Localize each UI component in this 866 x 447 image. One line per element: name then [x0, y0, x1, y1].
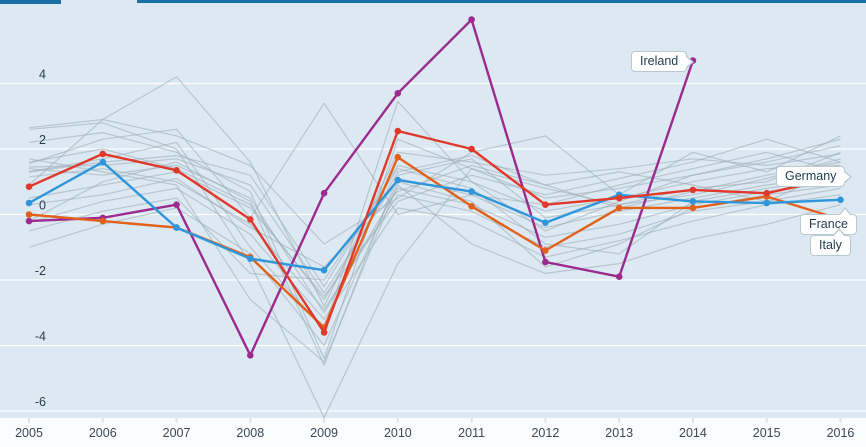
- data-point[interactable]: [689, 198, 697, 205]
- data-point[interactable]: [689, 204, 697, 212]
- data-point[interactable]: [25, 183, 33, 190]
- data-point[interactable]: [763, 199, 770, 207]
- data-point[interactable]: [542, 258, 549, 266]
- background-country-line: [28, 76, 841, 307]
- y-tick-label: -4: [35, 330, 46, 344]
- x-tick-label: 2010: [384, 426, 412, 440]
- x-axis-strip: [0, 418, 866, 447]
- data-point[interactable]: [25, 217, 33, 225]
- series-line: [28, 155, 841, 329]
- data-point[interactable]: [25, 199, 33, 207]
- y-tick-label: 4: [39, 68, 46, 82]
- data-point[interactable]: [468, 203, 475, 210]
- data-point[interactable]: [99, 217, 107, 225]
- x-tick-label: 2014: [679, 426, 707, 440]
- data-point[interactable]: [468, 145, 475, 153]
- top-bar-segment-left: [0, 0, 61, 4]
- background-country-line: [28, 118, 841, 245]
- background-country-line: [28, 138, 841, 297]
- data-point[interactable]: [320, 189, 328, 197]
- data-point[interactable]: [173, 224, 180, 231]
- x-tick-label: 2008: [236, 426, 264, 440]
- background-country-line: [28, 168, 841, 311]
- series-line: [28, 18, 695, 357]
- data-point[interactable]: [615, 204, 623, 212]
- series-germany[interactable]: [25, 127, 844, 336]
- background-country-line: [28, 181, 841, 347]
- data-point[interactable]: [468, 16, 475, 23]
- data-point[interactable]: [394, 90, 402, 97]
- x-tick-label: 2007: [163, 426, 191, 440]
- data-point[interactable]: [837, 196, 844, 204]
- series-italy[interactable]: [25, 153, 844, 331]
- background-country-line: [28, 132, 841, 360]
- annotation-label-france[interactable]: France: [800, 207, 857, 235]
- series-line: [28, 160, 841, 272]
- x-tick-label: 2011: [458, 426, 485, 440]
- x-tick-label: 2006: [89, 426, 117, 440]
- y-tick-label: -2: [35, 264, 46, 278]
- data-point[interactable]: [247, 352, 254, 359]
- data-point[interactable]: [763, 189, 770, 197]
- data-point[interactable]: [320, 329, 328, 336]
- top-bar-segment-right: [137, 0, 866, 3]
- background-country-line: [28, 158, 841, 363]
- annotation-label-germany[interactable]: Germany: [776, 166, 853, 187]
- x-tick-label: 2009: [310, 426, 338, 440]
- data-point[interactable]: [542, 247, 549, 254]
- data-point[interactable]: [394, 176, 402, 184]
- data-point[interactable]: [394, 127, 402, 135]
- annotation-label-ireland[interactable]: Ireland: [631, 51, 695, 72]
- y-tick-label: -6: [35, 395, 46, 409]
- y-tick-label: 0: [39, 199, 46, 213]
- data-point[interactable]: [468, 188, 475, 195]
- x-tick-label: 2013: [605, 426, 633, 440]
- background-country-line: [28, 155, 841, 288]
- data-point[interactable]: [247, 216, 254, 223]
- data-point[interactable]: [542, 201, 549, 208]
- x-tick-label: 2012: [531, 426, 559, 440]
- data-point[interactable]: [320, 266, 328, 274]
- data-point[interactable]: [615, 194, 623, 202]
- annotation-label-italy[interactable]: Italy: [810, 228, 851, 256]
- data-point[interactable]: [25, 211, 33, 218]
- data-point[interactable]: [689, 186, 697, 194]
- data-point[interactable]: [394, 153, 402, 161]
- y-tick-label: 2: [39, 133, 46, 147]
- x-tick-label: 2015: [753, 426, 781, 440]
- x-tick-label: 2016: [827, 426, 855, 440]
- data-point[interactable]: [99, 150, 107, 158]
- x-tick-label: 2005: [15, 426, 43, 440]
- background-country-line: [28, 102, 841, 219]
- data-point[interactable]: [173, 201, 180, 208]
- data-point[interactable]: [615, 273, 623, 281]
- series-france[interactable]: [25, 158, 844, 274]
- data-point[interactable]: [99, 158, 107, 166]
- series-line: [28, 129, 841, 334]
- background-country-line: [28, 164, 841, 314]
- series-ireland[interactable]: [25, 16, 697, 359]
- data-point[interactable]: [542, 219, 549, 226]
- data-point[interactable]: [173, 167, 180, 174]
- background-country-line: [28, 151, 841, 366]
- data-point[interactable]: [247, 255, 254, 262]
